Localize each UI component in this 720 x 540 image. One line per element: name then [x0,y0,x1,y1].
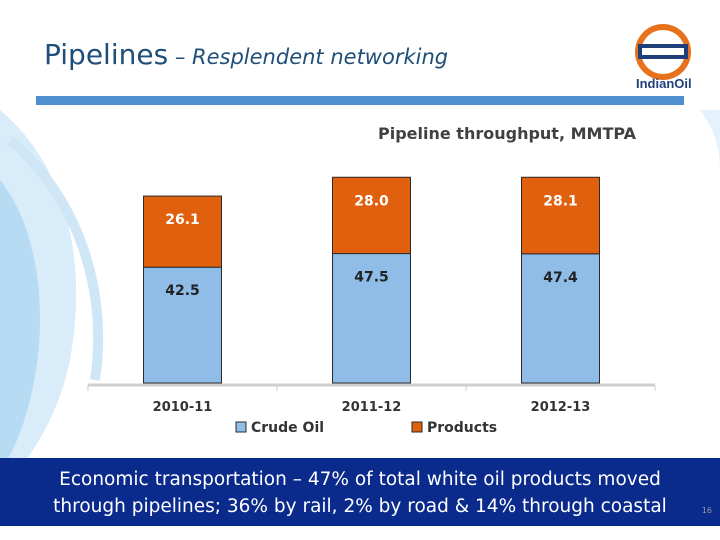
data-label: 28.0 [354,193,389,209]
slide-title: Pipelines – Resplendent networking [44,38,448,71]
legend-label: Crude Oil [251,420,324,436]
logo-wordmark: IndianOil [636,76,692,91]
x-tick-label: 2012-13 [531,400,591,415]
indianoil-logo-icon [635,24,691,80]
x-tick-label: 2011-12 [342,400,402,415]
bar-crude-oil-2010-11 [143,266,222,384]
footer-line-2: through pipelines; 36% by rail, 2% by ro… [53,496,667,517]
data-label: 26.1 [165,212,200,228]
data-label: 42.5 [165,283,200,299]
data-label: 47.5 [354,270,389,286]
bar-products-2012-13 [521,176,600,255]
chart-title: Pipeline throughput, MMTPA [378,124,636,143]
title-main: Pipelines [44,38,169,71]
footer-line-1: Economic transportation – 47% of total w… [59,469,661,490]
x-tick-label: 2010-11 [153,400,213,415]
bar-products-2010-11 [143,195,222,268]
title-divider [36,96,684,105]
footer-banner: Economic transportation – 47% of total w… [0,458,720,526]
data-label: 28.1 [543,193,578,209]
data-label: 47.4 [543,270,578,286]
bar-crude-oil-2012-13 [521,253,600,384]
page-number: 16 [701,506,712,515]
bar-crude-oil-2011-12 [332,253,411,384]
title-subtitle: – Resplendent networking [168,45,449,69]
bar-products-2011-12 [332,176,411,255]
legend-label: Products [427,420,497,436]
legend-swatch-products [411,421,423,433]
legend-swatch-crude-oil [235,421,247,433]
